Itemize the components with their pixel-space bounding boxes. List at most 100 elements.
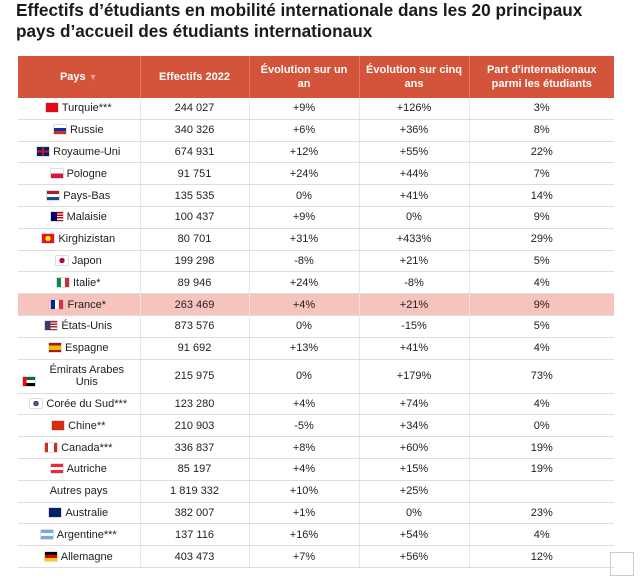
cell-effectifs: 137 116 xyxy=(139,523,249,547)
cell-evol-1an: +6% xyxy=(248,119,359,142)
country-name: Chine** xyxy=(68,419,106,432)
flag-austria-icon xyxy=(50,464,63,474)
cell-country: Espagne xyxy=(18,337,140,360)
cell-evol-5ans: +54% xyxy=(358,523,469,547)
header-share[interactable]: Part d'internationaux parmi les étudiant… xyxy=(468,56,614,98)
cell-share: 0% xyxy=(468,414,614,438)
cell-evol-1an: +24% xyxy=(248,271,359,295)
cell-effectifs: 873 576 xyxy=(139,315,249,338)
cell-evol-1an: -8% xyxy=(248,250,359,273)
header-country[interactable]: Pays ▼ xyxy=(18,56,140,98)
header-evol-1an[interactable]: Évolution sur un an xyxy=(248,56,359,98)
cell-effectifs: 1 819 332 xyxy=(139,480,249,503)
cell-evol-5ans: +433% xyxy=(358,228,469,251)
cell-effectifs: 91 751 xyxy=(139,162,249,186)
cell-share: 7% xyxy=(468,162,614,186)
cell-share: 9% xyxy=(468,293,614,316)
flag-malaysia-icon xyxy=(50,212,63,222)
cell-evol-5ans: +15% xyxy=(358,458,469,481)
flag-china-icon xyxy=(52,420,65,430)
cell-country: Allemagne xyxy=(18,545,140,568)
cell-evol-1an: +10% xyxy=(248,480,359,503)
cell-effectifs: 135 535 xyxy=(139,184,249,207)
cell-country: Argentine*** xyxy=(18,523,140,547)
cell-country: Autriche xyxy=(18,458,140,481)
country-name: Corée du Sud*** xyxy=(46,397,128,410)
cell-effectifs: 244 027 xyxy=(139,98,249,120)
cell-evol-1an: +9% xyxy=(248,206,359,229)
table-row: Australie 382 007 +1% 0% 23% xyxy=(18,502,614,525)
flag-poland-icon xyxy=(50,168,63,178)
cell-evol-5ans: +126% xyxy=(358,98,469,120)
cell-share: 19% xyxy=(468,436,614,459)
cell-evol-1an: +8% xyxy=(248,436,359,459)
country-name: Pologne xyxy=(66,167,107,180)
cell-share: 8% xyxy=(468,119,614,142)
cell-evol-5ans: -15% xyxy=(358,315,469,338)
header-evol-5ans[interactable]: Évolution sur cinq ans xyxy=(358,56,469,98)
cell-share: 5% xyxy=(468,250,614,273)
cell-country: Autres pays xyxy=(18,480,140,503)
cell-effectifs: 80 701 xyxy=(139,228,249,251)
cell-evol-1an: +24% xyxy=(248,162,359,186)
cell-effectifs: 210 903 xyxy=(139,414,249,438)
cell-share: 22% xyxy=(468,141,614,164)
cell-evol-1an: +4% xyxy=(248,293,359,316)
cell-effectifs: 403 473 xyxy=(139,545,249,568)
table-row: Pays-Bas 135 535 0% +41% 14% xyxy=(18,184,614,207)
flag-spain-icon xyxy=(49,343,62,353)
cell-evol-1an: +7% xyxy=(248,545,359,568)
header-country-label: Pays xyxy=(59,71,86,83)
table-row: Émirats Arabes Unis 215 975 0% +179% 73% xyxy=(18,359,614,394)
sort-down-icon[interactable]: ▼ xyxy=(88,72,98,82)
table-body: Turquie*** 244 027 +9% +126% 3% Russie 340 326… xyxy=(18,98,614,568)
cell-evol-5ans: +41% xyxy=(358,184,469,207)
cell-country: Malaisie xyxy=(18,206,140,229)
flag-netherlands-icon xyxy=(47,190,60,200)
cell-effectifs: 91 692 xyxy=(139,337,249,360)
table-row: Allemagne 403 473 +7% +56% 12% xyxy=(18,545,614,568)
cell-evol-5ans: +34% xyxy=(358,414,469,438)
cell-evol-1an: +9% xyxy=(248,98,359,120)
cell-share: 5% xyxy=(468,315,614,338)
table-header: Pays ▼ Effectifs 2022 Évolution sur un an… xyxy=(18,56,614,98)
cell-evol-5ans: +74% xyxy=(358,393,469,416)
country-name: Pays-Bas xyxy=(63,189,111,202)
table-row: Russie 340 326 +6% +36% 8% xyxy=(18,119,614,142)
cell-effectifs: 215 975 xyxy=(139,359,249,394)
cell-share: 4% xyxy=(468,337,614,360)
table-row: Chine** 210 903 -5% +34% 0% xyxy=(18,414,614,438)
cell-evol-5ans: 0% xyxy=(358,206,469,229)
cell-evol-5ans: +60% xyxy=(358,436,469,459)
cell-evol-5ans: +21% xyxy=(358,250,469,273)
table-row: Japon 199 298 -8% +21% 5% xyxy=(18,250,614,273)
cell-effectifs: 674 931 xyxy=(139,141,249,164)
flag-argentina-icon xyxy=(40,529,53,539)
country-name: Espagne xyxy=(65,342,109,355)
cell-share: 4% xyxy=(468,271,614,295)
cell-evol-1an: 0% xyxy=(248,184,359,207)
cell-country: Russie xyxy=(18,119,140,142)
cell-evol-1an: +1% xyxy=(248,502,359,525)
cell-effectifs: 382 007 xyxy=(139,502,249,525)
cell-evol-1an: +13% xyxy=(248,337,359,360)
country-name: Kirghizistan xyxy=(58,233,116,246)
cell-evol-1an: +16% xyxy=(248,523,359,547)
cell-share: 73% xyxy=(468,359,614,394)
flag-germany-icon xyxy=(44,551,57,561)
flag-kyrgyzstan-icon xyxy=(42,234,55,244)
cell-country: Kirghizistan xyxy=(18,228,140,251)
cell-country: États-Unis xyxy=(18,315,140,338)
cell-evol-1an: 0% xyxy=(248,359,359,394)
country-name: Italie* xyxy=(72,276,101,289)
cell-evol-1an: +4% xyxy=(248,393,359,416)
flag-italy-icon xyxy=(56,277,69,287)
country-name: États-Unis xyxy=(61,320,113,333)
table-row: Italie* 89 946 +24% -8% 4% xyxy=(18,271,614,295)
cell-effectifs: 263 469 xyxy=(139,293,249,316)
table-row: Royaume-Uni 674 931 +12% +55% 22% xyxy=(18,141,614,164)
country-name: Autriche xyxy=(66,463,107,476)
header-effectifs[interactable]: Effectifs 2022 xyxy=(139,56,249,98)
flag-usa-icon xyxy=(45,321,58,331)
cell-country: Chine** xyxy=(18,414,140,438)
